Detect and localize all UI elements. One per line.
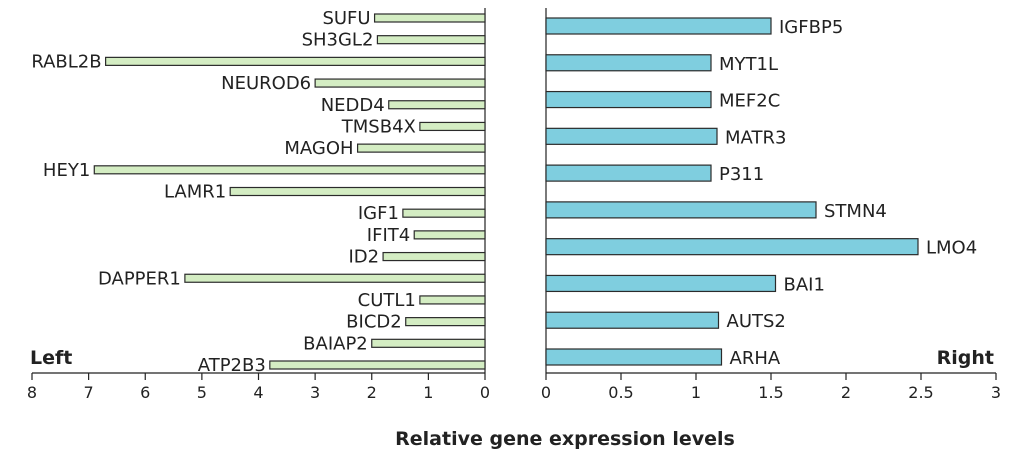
left-bar-label: DAPPER1 <box>98 268 181 289</box>
right-bar <box>545 348 723 366</box>
right-bar-label: MATR3 <box>725 127 786 148</box>
left-bar <box>184 273 486 283</box>
left-bar-label: NEUROD6 <box>221 73 311 94</box>
left-bar <box>373 13 486 23</box>
right-bar <box>545 274 777 293</box>
right-bar-label: P311 <box>719 164 764 185</box>
left-bar <box>382 251 486 262</box>
left-bar <box>388 100 486 110</box>
right-bar <box>545 17 772 35</box>
left-bar <box>413 230 486 240</box>
left-bar <box>314 78 486 88</box>
left-bar-label: SUFU <box>322 8 370 29</box>
left-bar <box>105 56 486 66</box>
right-bar <box>545 164 712 182</box>
left-tick-label: 5 <box>197 383 207 402</box>
left-bar <box>269 360 486 370</box>
left-bar-label: BICD2 <box>346 312 402 333</box>
right-bar <box>545 201 817 219</box>
right-tick-label: 0 <box>541 383 551 402</box>
left-bar-label: SH3GL2 <box>302 30 374 51</box>
left-bar <box>402 208 486 218</box>
right-bar <box>545 127 718 145</box>
left-tick-label: 7 <box>84 383 94 402</box>
right-tick-label: 1 <box>691 383 701 402</box>
right-tick-label: 2.5 <box>908 383 933 402</box>
left-bar-label: ATP2B3 <box>198 355 266 376</box>
left-bar-label: RABL2B <box>31 51 101 72</box>
left-bar-label: CUTL1 <box>358 290 416 311</box>
left-panel-label: Left <box>30 347 72 369</box>
right-tick-label: 0.5 <box>608 383 633 402</box>
right-bar-label: STMN4 <box>824 201 887 222</box>
x-axis-title: Relative gene expression levels <box>395 428 735 450</box>
left-bar-label: LAMR1 <box>164 182 226 203</box>
left-bar <box>371 338 486 348</box>
left-bar <box>229 186 486 197</box>
right-tick-label: 1.5 <box>758 383 783 402</box>
left-tick-label: 4 <box>253 383 263 402</box>
left-tick-label: 2 <box>367 383 377 402</box>
right-bar <box>545 90 712 109</box>
right-bar-label: IGFBP5 <box>779 17 843 38</box>
left-tick-label: 1 <box>423 383 433 402</box>
left-bar <box>356 143 486 153</box>
left-tick-label: 3 <box>310 383 320 402</box>
left-bar-label: NEDD4 <box>321 95 385 116</box>
left-bar-label: MAGOH <box>284 138 353 159</box>
left-bar <box>419 121 486 132</box>
right-bar-label: MEF2C <box>719 91 780 112</box>
left-bar <box>419 295 486 305</box>
left-tick-label: 6 <box>140 383 150 402</box>
right-bar-label: LMO4 <box>926 238 977 259</box>
left-bar <box>376 35 486 45</box>
left-bar <box>93 165 486 175</box>
left-tick-label: 8 <box>27 383 37 402</box>
left-tick-label: 0 <box>480 383 490 402</box>
left-bar-label: BAIAP2 <box>303 333 368 354</box>
right-panel-label: Right <box>937 347 994 369</box>
right-bar-label: ARHA <box>730 348 781 369</box>
left-bar-label: HEY1 <box>43 160 90 181</box>
left-bar-label: ID2 <box>348 247 379 268</box>
right-bar-label: BAI1 <box>784 274 825 295</box>
left-bar-label: IFIT4 <box>367 225 410 246</box>
left-bar <box>405 317 486 327</box>
left-bar-label: IGF1 <box>358 203 399 224</box>
right-bar-label: AUTS2 <box>727 311 786 332</box>
right-bar <box>545 238 919 256</box>
right-tick-label: 3 <box>991 383 1001 402</box>
right-bar <box>545 311 720 329</box>
right-bar-label: MYT1L <box>719 54 778 75</box>
right-bar <box>545 54 712 72</box>
right-tick-label: 2 <box>841 383 851 402</box>
left-bar-label: TMSB4X <box>341 116 416 137</box>
